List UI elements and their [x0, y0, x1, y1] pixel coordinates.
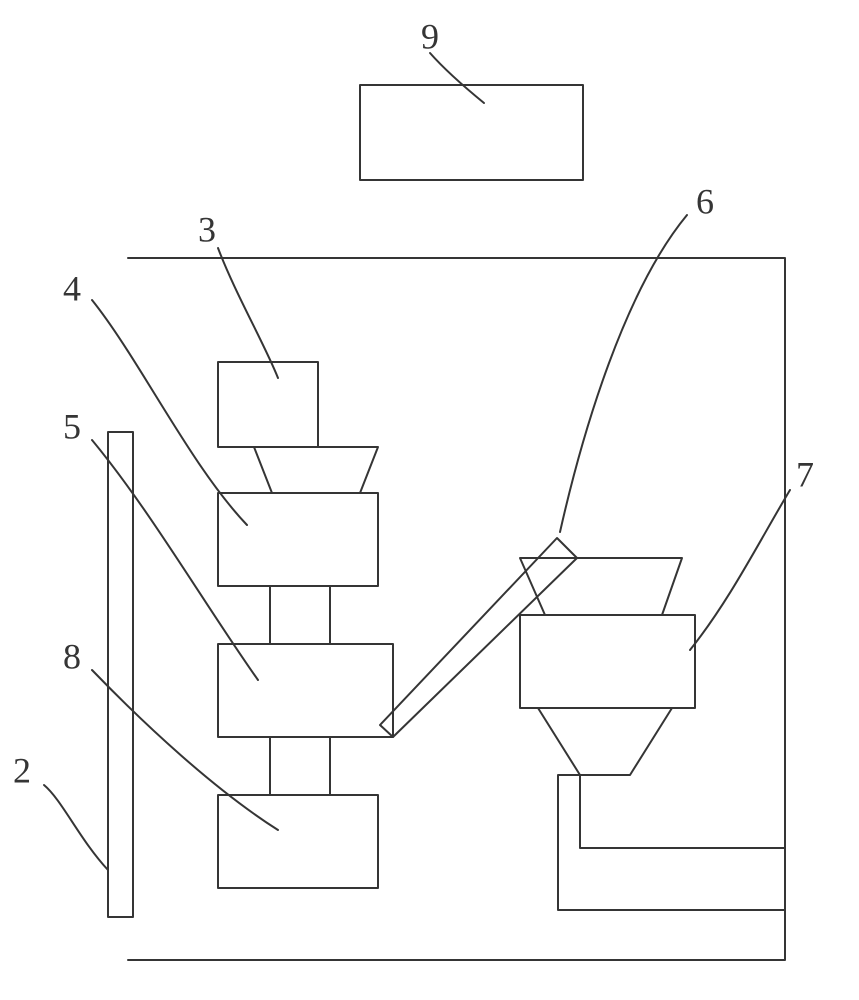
- box-4: [218, 493, 378, 586]
- leader-l7: [690, 490, 790, 650]
- leader-l3: [218, 248, 278, 378]
- label-4: 4: [63, 268, 81, 308]
- leader-l9: [430, 53, 484, 103]
- box-8: [218, 795, 378, 888]
- leader-l5: [92, 440, 258, 680]
- label-8: 8: [63, 636, 81, 676]
- label-2: 2: [13, 750, 31, 790]
- label-5: 5: [63, 406, 81, 446]
- label-9: 9: [421, 16, 439, 56]
- label-7: 7: [796, 454, 814, 494]
- label-6: 6: [696, 181, 714, 221]
- box-5: [218, 644, 393, 737]
- leader-l8: [92, 670, 278, 830]
- leader-l2: [44, 785, 108, 870]
- funnel-7: [538, 708, 672, 775]
- outer-frame: [128, 258, 785, 960]
- leader-l6: [560, 215, 687, 532]
- box-7: [520, 615, 695, 708]
- neck-4-to-5: [270, 586, 330, 644]
- label-3: 3: [198, 209, 216, 249]
- leader-l4: [92, 300, 247, 525]
- hopper-6: [520, 558, 682, 615]
- technical-diagram: 2 3 4 5 6 7 8 9: [0, 0, 859, 1000]
- box-9: [360, 85, 583, 180]
- pipe-out: [558, 775, 785, 910]
- neck-5-to-8: [270, 737, 330, 795]
- box-3: [218, 362, 318, 447]
- hopper-3-to-4: [254, 447, 378, 493]
- bar-2: [108, 432, 133, 917]
